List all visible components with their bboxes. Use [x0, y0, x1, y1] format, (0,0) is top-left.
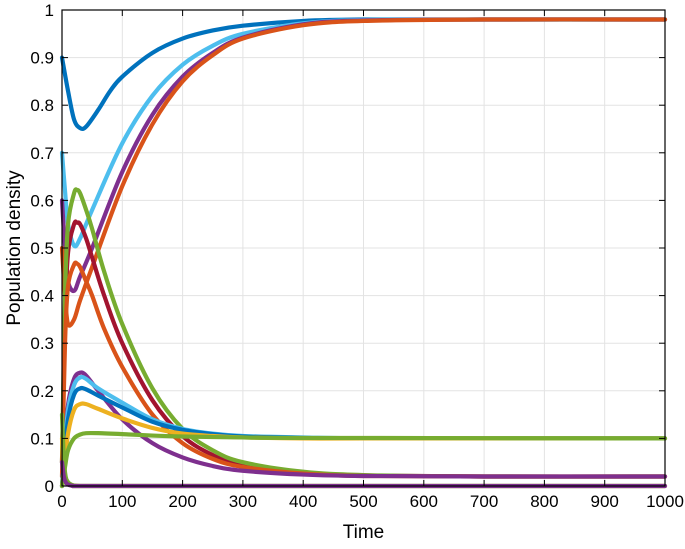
- x-tick-label: 100: [108, 492, 136, 511]
- x-tick-label: 700: [470, 492, 498, 511]
- x-tick-label: 200: [168, 492, 196, 511]
- y-tick-label: 0.6: [30, 191, 54, 210]
- series-layer: [59, 17, 668, 489]
- x-tick-label: 500: [349, 492, 377, 511]
- y-tick-label: 0.8: [30, 96, 54, 115]
- series-line-12: [59, 430, 668, 489]
- y-tick-label: 0.2: [30, 382, 54, 401]
- x-tick-label: 1000: [646, 492, 684, 511]
- y-tick-label: 0.3: [30, 334, 54, 353]
- x-tick-label: 800: [530, 492, 558, 511]
- y-tick-label: 0.5: [30, 239, 54, 258]
- ticks: 0 100 200 300 400 500 600 700 800 900 1000 0 0.1 0.2 0…: [30, 1, 684, 511]
- y-tick-label: 0.9: [30, 49, 54, 68]
- x-axis-label: Time: [343, 522, 385, 543]
- x-tick-label: 600: [410, 492, 438, 511]
- y-tick-label: 0: [45, 477, 54, 496]
- series-line-4: [59, 17, 668, 328]
- y-tick-label: 0.1: [30, 429, 54, 448]
- y-tick-label: 1: [45, 1, 54, 20]
- y-tick-label: 0.7: [30, 144, 54, 163]
- x-tick-label: 400: [289, 492, 317, 511]
- x-tick-label: 0: [57, 492, 66, 511]
- x-tick-label: 900: [591, 492, 619, 511]
- x-tick-label: 300: [229, 492, 257, 511]
- y-axis-label: Population density: [4, 170, 25, 326]
- y-tick-label: 0.4: [30, 287, 54, 306]
